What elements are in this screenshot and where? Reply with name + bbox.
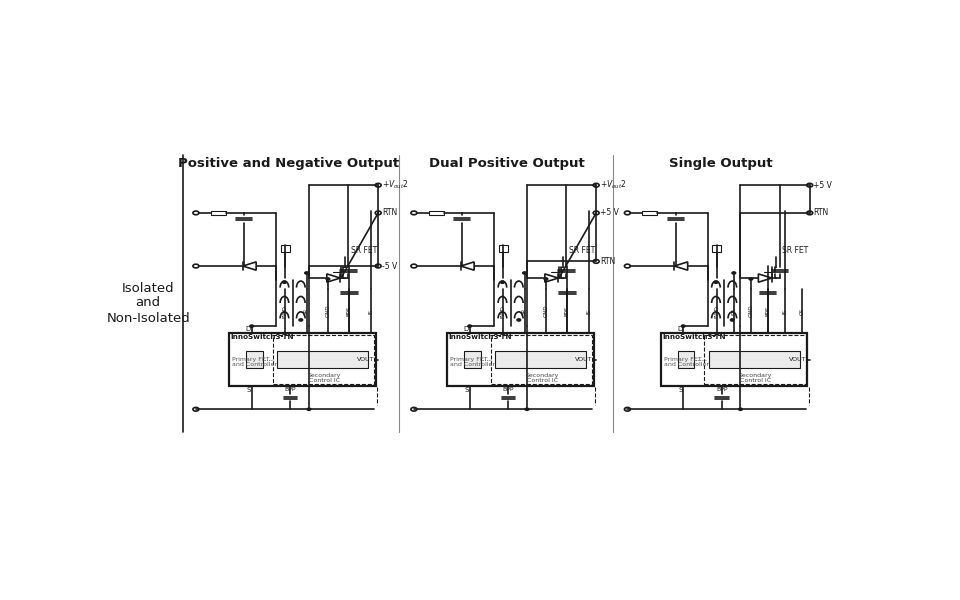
Circle shape: [468, 325, 471, 327]
Text: SR: SR: [522, 307, 527, 315]
Circle shape: [732, 272, 735, 274]
Bar: [704, 335, 806, 385]
Text: BPP: BPP: [716, 386, 728, 392]
Bar: [708, 351, 800, 368]
Text: D: D: [246, 326, 251, 332]
Bar: [247, 351, 263, 368]
Bar: [712, 245, 721, 252]
Text: S: S: [247, 386, 251, 392]
Text: InnoSwitch3-TN: InnoSwitch3-TN: [230, 334, 295, 340]
Text: BPS: BPS: [347, 306, 351, 316]
Circle shape: [326, 278, 330, 280]
Circle shape: [282, 281, 286, 283]
Circle shape: [525, 408, 529, 410]
Text: SR FET: SR FET: [782, 246, 808, 255]
Text: D: D: [677, 326, 683, 332]
Circle shape: [250, 325, 253, 327]
Text: Primary FET
and Controller: Primary FET and Controller: [232, 356, 277, 367]
Text: VOUT: VOUT: [788, 357, 806, 362]
Bar: [660, 333, 807, 386]
Text: -5 V: -5 V: [382, 262, 397, 271]
Circle shape: [304, 272, 308, 274]
Bar: [498, 245, 508, 252]
Text: GND: GND: [749, 305, 754, 317]
Circle shape: [682, 325, 685, 327]
Circle shape: [714, 281, 718, 283]
Text: Isolated
and
Non-Isolated: Isolated and Non-Isolated: [107, 281, 190, 325]
Text: InnoSwitch3-TN: InnoSwitch3-TN: [449, 334, 513, 340]
Text: BPS: BPS: [564, 306, 570, 316]
Text: SR FET: SR FET: [350, 246, 377, 255]
Text: S: S: [465, 386, 468, 392]
Text: Secondary
Control IC: Secondary Control IC: [739, 373, 773, 383]
Bar: [280, 245, 290, 252]
Text: Secondary
Control IC: Secondary Control IC: [525, 373, 559, 383]
Text: VOUT: VOUT: [575, 357, 592, 362]
Circle shape: [516, 319, 520, 321]
Text: $+V_{out}2$: $+V_{out}2$: [382, 179, 409, 191]
Bar: [447, 333, 594, 386]
Text: FWD: FWD: [501, 305, 506, 317]
Text: Secondary
Control IC: Secondary Control IC: [307, 373, 341, 383]
Bar: [211, 211, 226, 215]
Text: FWD: FWD: [282, 305, 288, 317]
Text: BPS: BPS: [765, 306, 771, 316]
Text: +5 V: +5 V: [813, 181, 832, 190]
Text: BPP: BPP: [503, 386, 515, 392]
Circle shape: [307, 408, 311, 410]
Text: SR: SR: [304, 307, 309, 315]
Text: GND: GND: [325, 305, 330, 317]
Text: IS: IS: [369, 308, 373, 314]
Text: IS: IS: [782, 308, 787, 314]
Text: Positive and Negative Output: Positive and Negative Output: [179, 157, 399, 170]
Text: +5 V: +5 V: [600, 208, 619, 217]
Bar: [491, 335, 592, 385]
Text: InnoSwitch3-TN: InnoSwitch3-TN: [662, 334, 726, 340]
Text: GND: GND: [543, 305, 548, 317]
Text: FWD: FWD: [714, 305, 719, 317]
Text: VOUT: VOUT: [357, 357, 374, 362]
Circle shape: [731, 319, 734, 321]
Text: S: S: [678, 386, 683, 392]
Bar: [495, 351, 587, 368]
Circle shape: [299, 319, 302, 321]
Circle shape: [749, 278, 753, 280]
Text: $+V_{out}2$: $+V_{out}2$: [600, 179, 627, 191]
Circle shape: [738, 408, 742, 410]
Bar: [678, 351, 694, 368]
Bar: [642, 211, 658, 215]
Bar: [429, 211, 444, 215]
Text: SR: SR: [732, 307, 736, 315]
Text: IS: IS: [587, 308, 591, 314]
Circle shape: [500, 281, 504, 283]
Text: Primary FET
and Controller: Primary FET and Controller: [664, 356, 708, 367]
Text: SR FET: SR FET: [568, 246, 595, 255]
Text: D: D: [464, 326, 468, 332]
Text: CS: CS: [800, 307, 804, 315]
Bar: [465, 351, 481, 368]
Text: RTN: RTN: [813, 208, 828, 217]
Bar: [229, 333, 376, 386]
Text: Single Output: Single Output: [668, 157, 772, 170]
Text: Primary FET
and Controller: Primary FET and Controller: [450, 356, 495, 367]
Text: RTN: RTN: [382, 208, 397, 217]
Bar: [273, 335, 374, 385]
Text: RTN: RTN: [600, 257, 615, 266]
Circle shape: [522, 272, 526, 274]
Circle shape: [544, 278, 548, 280]
Bar: [277, 351, 369, 368]
Text: Dual Positive Output: Dual Positive Output: [429, 157, 585, 170]
Text: BPP: BPP: [284, 386, 296, 392]
